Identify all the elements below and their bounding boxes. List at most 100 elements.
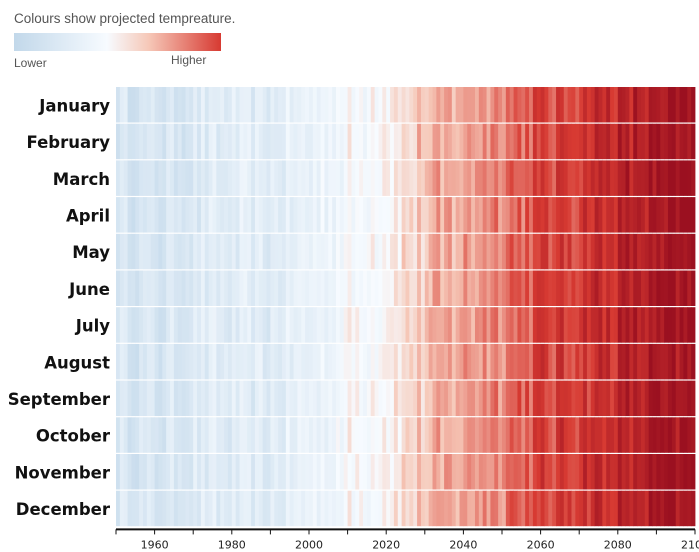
heatmap-cell: [637, 417, 642, 453]
heatmap-cell: [347, 197, 352, 233]
heatmap-cell: [675, 417, 680, 453]
heatmap-cell: [204, 197, 210, 233]
heatmap-cell: [200, 380, 206, 417]
heatmap-cell: [625, 270, 630, 306]
heatmap-cell: [455, 417, 460, 453]
heatmap-cell: [463, 380, 468, 417]
heatmap-cell: [281, 197, 287, 233]
heatmap-cell: [181, 490, 186, 527]
heatmap-cell: [254, 343, 260, 380]
heatmap-cell: [513, 490, 518, 527]
heatmap-cell: [212, 490, 217, 527]
heatmap-cell: [266, 87, 271, 123]
heatmap-cell: [432, 160, 437, 196]
heatmap-cell: [139, 343, 144, 380]
heatmap-cell: [474, 123, 480, 160]
heatmap-cell: [258, 160, 264, 196]
heatmap-cell: [339, 123, 345, 160]
heatmap-cell: [119, 343, 125, 380]
heatmap-cell: [146, 87, 152, 123]
heatmap-cell: [150, 380, 155, 417]
heatmap-cell: [139, 417, 144, 453]
heatmap-cell: [343, 307, 348, 343]
heatmap-cell: [594, 454, 599, 490]
heatmap-cell: [559, 490, 565, 527]
heatmap-cell: [370, 380, 376, 417]
heatmap-cell: [189, 490, 194, 527]
heatmap-cell: [123, 87, 128, 123]
heatmap-cell: [216, 87, 221, 123]
heatmap-cell: [447, 160, 453, 196]
heatmap-cell: [347, 233, 352, 270]
heatmap-cell: [170, 270, 175, 306]
heatmap-cell: [127, 490, 132, 527]
heatmap-cell: [691, 307, 696, 343]
heatmap-cell: [216, 454, 221, 490]
heatmap-cell: [123, 454, 128, 490]
heatmap-cell: [170, 160, 175, 196]
heatmap-cell: [671, 307, 677, 343]
heatmap-cell: [548, 490, 553, 527]
heatmap-cell: [347, 87, 352, 123]
heatmap-cell: [200, 160, 206, 196]
heatmap-cell: [691, 490, 696, 527]
heatmap-cell: [444, 160, 449, 196]
heatmap-cell: [382, 270, 387, 306]
heatmap-cell: [667, 87, 673, 123]
heatmap-cell: [347, 454, 352, 490]
heatmap-cell: [447, 270, 453, 306]
heatmap-cell: [390, 123, 395, 160]
heatmap-cell: [440, 233, 445, 270]
heatmap-cell: [544, 160, 549, 196]
heatmap-cell: [579, 160, 584, 196]
heatmap-cell: [444, 123, 449, 160]
heatmap-cell: [556, 343, 561, 380]
heatmap-cell: [447, 490, 453, 527]
heatmap-cell: [139, 160, 144, 196]
heatmap-cell: [166, 343, 171, 380]
heatmap-cell: [116, 454, 121, 490]
heatmap-cell: [417, 380, 422, 417]
heatmap-cell: [633, 380, 638, 417]
heatmap-cell: [305, 343, 310, 380]
heatmap-cell: [586, 490, 592, 527]
heatmap-cell: [583, 454, 588, 490]
heatmap-cell: [447, 197, 453, 233]
heatmap-cell: [309, 233, 314, 270]
heatmap-cell: [278, 233, 283, 270]
heatmap-cell: [440, 270, 445, 306]
heatmap-cell: [478, 490, 484, 527]
heatmap-cell: [532, 197, 538, 233]
heatmap-cell: [139, 233, 144, 270]
heatmap-cell: [274, 160, 279, 196]
heatmap-cell: [270, 343, 275, 380]
heatmap-cell: [521, 380, 526, 417]
heatmap-cell: [575, 417, 580, 453]
heatmap-cell: [351, 417, 356, 453]
heatmap-cell: [116, 87, 121, 123]
heatmap-row-february: [116, 123, 696, 160]
heatmap-cell: [397, 270, 403, 306]
heatmap-cell: [671, 343, 677, 380]
heatmap-cell: [579, 490, 584, 527]
heatmap-cell: [285, 343, 291, 380]
heatmap-cell: [474, 417, 480, 453]
heatmap-cell: [212, 307, 217, 343]
heatmap-cell: [482, 307, 487, 343]
heatmap-cell: [127, 197, 132, 233]
heatmap-cell: [525, 343, 530, 380]
heatmap-cell: [544, 417, 549, 453]
heatmap-cell: [166, 307, 171, 343]
heatmap-cell: [181, 233, 186, 270]
heatmap-cell: [405, 454, 410, 490]
heatmap-cell: [131, 343, 136, 380]
heatmap-cell: [185, 270, 190, 306]
heatmap-cell: [633, 233, 638, 270]
heatmap-cell: [305, 87, 310, 123]
heatmap-cell: [417, 307, 422, 343]
heatmap-cell: [517, 197, 522, 233]
heatmap-cell: [332, 123, 337, 160]
heatmap-cell: [467, 270, 472, 306]
heatmap-cell: [247, 270, 252, 306]
heatmap-cell: [262, 160, 267, 196]
